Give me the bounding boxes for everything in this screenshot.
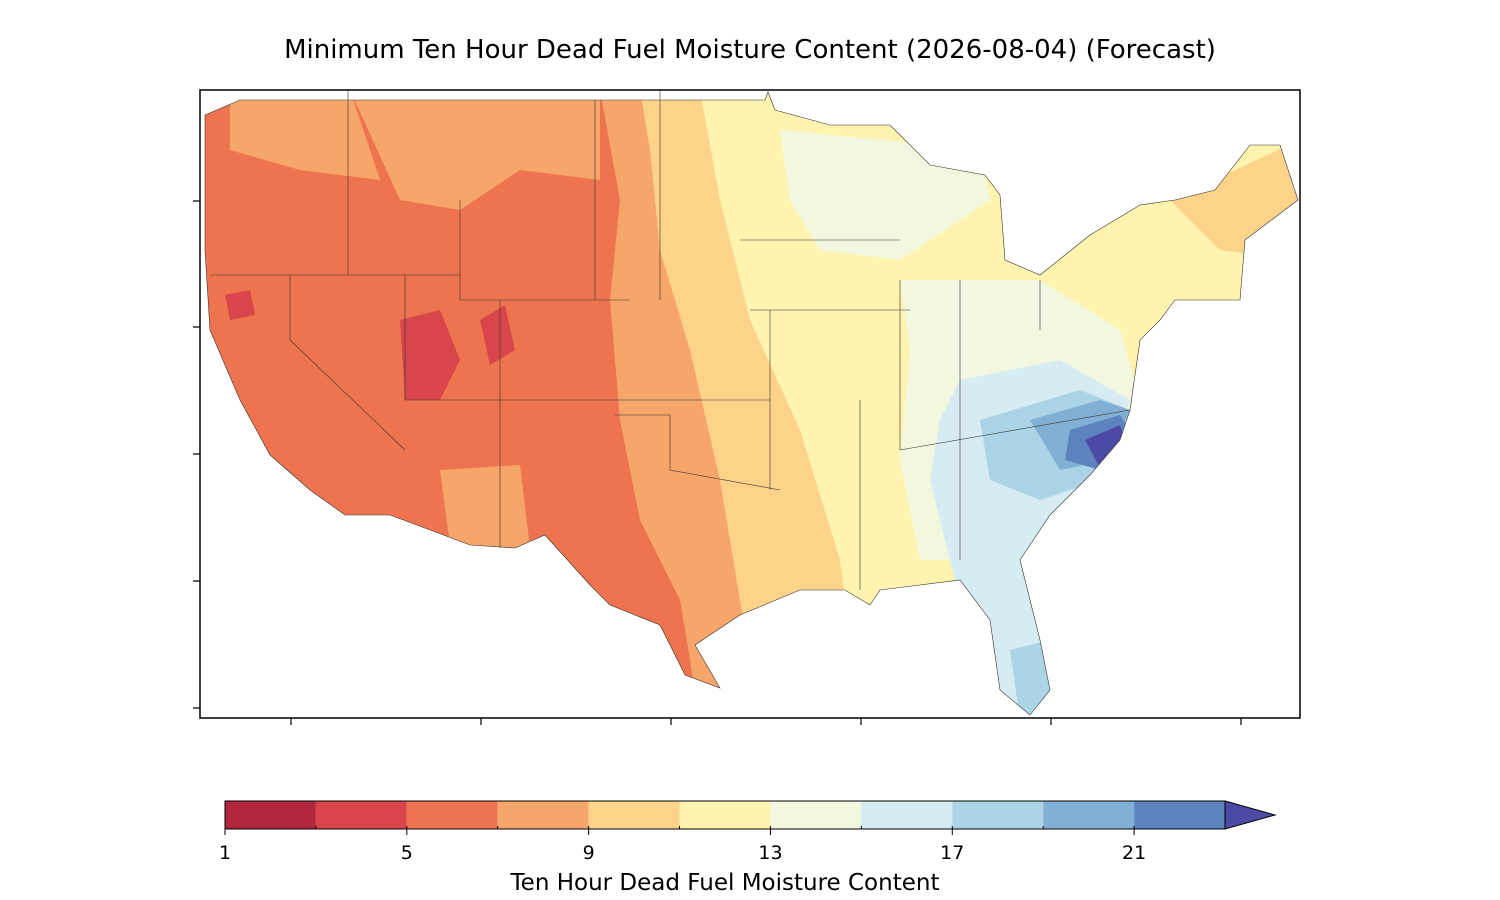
- colorbar-tick-label: 1: [219, 842, 231, 864]
- colorbar-tick-label: 9: [583, 842, 595, 864]
- colorbar-bin: [406, 801, 498, 829]
- chart-title: Minimum Ten Hour Dead Fuel Moisture Cont…: [284, 35, 1216, 65]
- colorbar-tick-label: 13: [758, 842, 782, 864]
- map-frame: [199, 89, 1301, 719]
- colorbar-bin: [770, 801, 862, 829]
- colorbar-bin: [1043, 801, 1135, 829]
- region: [230, 92, 380, 180]
- colorbar-bin: [588, 801, 680, 829]
- colorbar: 1 5 9 13 17 21: [219, 800, 1277, 864]
- colorbar-bin: [861, 801, 953, 829]
- colorbar-label: Ten Hour Dead Fuel Moisture Content: [510, 870, 940, 896]
- map: [205, 92, 1298, 715]
- colorbar-bin: [497, 801, 589, 829]
- state-borders: [204, 90, 1299, 716]
- region: [225, 290, 255, 320]
- colorbar-frame: [224, 800, 1226, 830]
- colorbar-extend: [1224, 800, 1277, 830]
- colorbar-bin: [679, 801, 771, 829]
- colorbar-bin: [952, 801, 1044, 829]
- colorbar-bin: [225, 801, 316, 829]
- colorbar-tick-label: 17: [940, 842, 964, 864]
- region: [400, 310, 460, 400]
- colorbar-bin: [1134, 801, 1225, 829]
- region: [440, 465, 530, 548]
- colorbar-bin: [315, 801, 407, 829]
- axis-ticks: [193, 200, 1242, 725]
- region: [350, 92, 600, 210]
- region: [1010, 640, 1050, 715]
- region: [1085, 425, 1125, 468]
- colorbar-tick-label: 21: [1122, 842, 1146, 864]
- region: [480, 305, 515, 365]
- colorbar-tick-label: 5: [401, 842, 413, 864]
